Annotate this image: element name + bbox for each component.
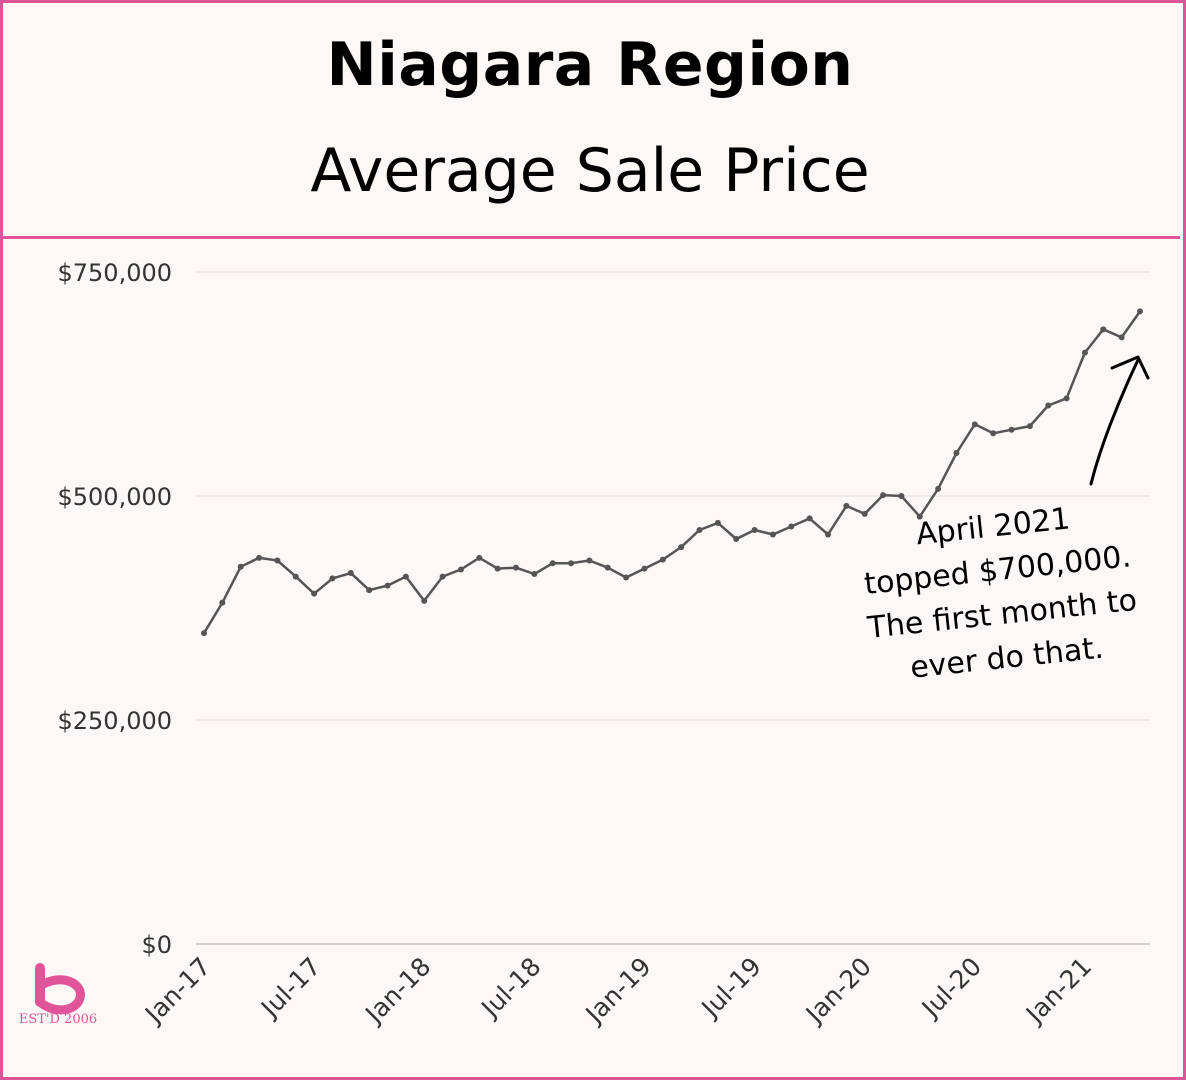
- data-point: [788, 523, 795, 530]
- x-tick-label: Jul-20: [915, 952, 987, 1024]
- x-tick-label: Jan-19: [579, 952, 657, 1030]
- data-point: [898, 493, 905, 499]
- data-point: [1045, 402, 1052, 409]
- data-point: [513, 564, 519, 571]
- data-point: [494, 565, 501, 572]
- data-point: [586, 557, 593, 564]
- data-point: [568, 560, 575, 567]
- brand-est-label: EST'D 2006: [18, 1012, 98, 1027]
- annotation-arrow-head: [1110, 355, 1150, 380]
- data-point: [733, 536, 740, 543]
- data-point: [696, 527, 703, 534]
- data-point: [1137, 308, 1143, 315]
- data-point: [935, 485, 942, 492]
- data-point: [861, 510, 868, 517]
- data-point: [366, 587, 373, 594]
- data-point: [880, 492, 887, 499]
- data-point: [806, 515, 813, 522]
- x-tick-label: Jan-18: [358, 952, 436, 1030]
- data-point: [292, 573, 299, 580]
- data-point: [659, 556, 666, 563]
- data-point: [311, 590, 318, 597]
- data-point: [457, 566, 464, 573]
- data-point: [237, 563, 244, 570]
- series-average-sale-price: [201, 308, 1143, 637]
- y-tick-label: $750,000: [57, 259, 172, 287]
- data-point: [421, 597, 428, 604]
- data-point: [201, 630, 207, 637]
- data-point: [531, 570, 538, 577]
- x-tick-label: Jan-20: [799, 952, 877, 1030]
- x-tick-label: Jul-19: [695, 952, 767, 1024]
- data-point: [953, 449, 960, 456]
- chart-subtitle: Average Sale Price: [310, 136, 870, 206]
- annotation-arrow-shaft: [1089, 358, 1140, 486]
- data-point: [971, 421, 978, 428]
- gridlines: [196, 271, 1150, 945]
- data-point: [825, 531, 831, 538]
- data-point: [256, 554, 263, 561]
- data-point: [843, 502, 850, 509]
- data-point: [219, 599, 226, 606]
- brand-logo-icon: [35, 963, 85, 1015]
- annotation-arrow: [1089, 355, 1150, 486]
- x-tick-label: Jan-21: [1019, 952, 1097, 1030]
- y-tick-label: $250,000: [57, 707, 172, 735]
- data-point: [604, 564, 611, 571]
- data-point: [1026, 423, 1033, 430]
- x-tick-label: Jan-17: [138, 952, 216, 1030]
- y-tick-label: $0: [141, 931, 172, 959]
- data-point: [623, 574, 630, 581]
- data-point: [990, 430, 997, 437]
- data-point: [549, 560, 556, 567]
- data-point: [641, 565, 648, 572]
- y-axis-ticks: $0 $250,000 $500,000 $750,000: [57, 259, 172, 959]
- x-tick-label: Jul-17: [254, 952, 326, 1024]
- data-point: [402, 573, 409, 580]
- x-axis-ticks: Jan-17 Jul-17 Jan-18 Jul-18 Jan-19 Jul-19 Jan-…: [138, 952, 1097, 1030]
- data-point: [329, 575, 336, 582]
- data-point: [916, 513, 923, 520]
- chart-header: Niagara Region Average Sale Price: [0, 0, 1180, 239]
- data-point: [1118, 334, 1125, 341]
- data-point: [347, 570, 354, 577]
- data-point: [1008, 426, 1015, 433]
- data-point: [714, 519, 721, 526]
- data-point: [476, 554, 483, 561]
- data-point: [1063, 395, 1070, 402]
- data-point: [1081, 349, 1088, 356]
- series-line: [202, 310, 1142, 634]
- data-point: [769, 531, 776, 538]
- chart-title: Niagara Region: [326, 30, 854, 100]
- data-point: [274, 557, 281, 564]
- data-point: [1100, 326, 1107, 333]
- x-tick-label: Jul-18: [474, 952, 546, 1024]
- data-point: [384, 582, 391, 589]
- annotation-text: April 2021 topped $700,000. The first mo…: [812, 487, 1186, 700]
- data-point: [439, 573, 446, 580]
- data-point: [751, 527, 758, 534]
- data-point: [678, 544, 685, 551]
- y-tick-label: $500,000: [57, 483, 172, 511]
